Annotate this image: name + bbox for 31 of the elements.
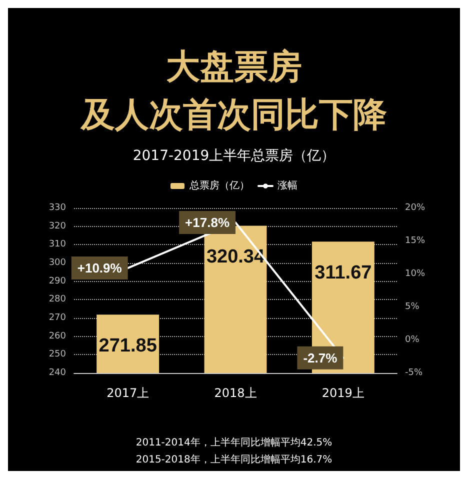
y-tick-label: 260 (48, 331, 66, 342)
y-tick-label: 320 (48, 221, 66, 232)
y2-tick-label: 20% (405, 203, 426, 213)
y-tick-label: 240 (48, 368, 66, 378)
text: 2011-2014年，上半年同比增幅平均42.5% (136, 436, 332, 448)
legend-label: 涨幅 (278, 180, 298, 192)
text: 2015-2018年，上半年同比增幅平均16.7% (136, 454, 332, 466)
data-label: 320.34 (206, 246, 265, 268)
y-tick-label: 280 (48, 294, 66, 305)
y-tick-label: 270 (48, 313, 66, 323)
data-label: 311.67 (314, 262, 372, 284)
data-label: +17.8% (185, 215, 230, 230)
x-tick-label: 2019上 (322, 386, 364, 400)
y-tick-label: 290 (48, 276, 66, 286)
chart-title: 大盘票房及人次首次同比下降 (80, 47, 387, 135)
legend-label: 总票房（亿） (188, 180, 250, 192)
y-tick-label: 300 (48, 258, 66, 268)
y2-tick-label: -5% (405, 368, 423, 378)
y2-tick-label: 10% (405, 269, 426, 279)
y-tick-label: 330 (48, 203, 66, 213)
data-label: -2.7% (303, 350, 338, 366)
x-tick-label: 2018上 (214, 386, 257, 400)
chart-subtitle: 2017-2019上半年总票房（亿） (132, 148, 336, 164)
y-tick-label: 250 (48, 350, 66, 360)
y-tick-label: 310 (48, 240, 66, 250)
y2-tick-label: 0% (405, 335, 420, 345)
data-label: +10.9% (77, 260, 122, 276)
y2-tick-label: 15% (405, 236, 426, 246)
y2-tick-label: 5% (405, 302, 420, 312)
x-tick-label: 2017上 (106, 386, 150, 400)
data-label: 271.85 (98, 336, 158, 357)
